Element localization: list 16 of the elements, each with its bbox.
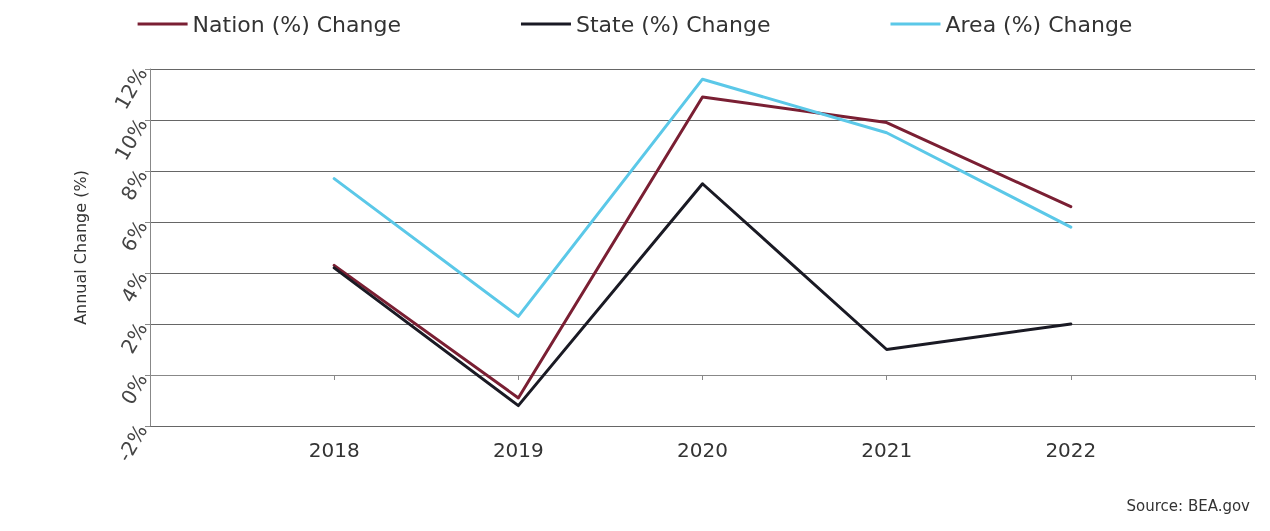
y-axis-title: Annual Change (%) xyxy=(70,170,90,325)
source-note: Source: BEA.gov xyxy=(1126,496,1251,515)
x-tick-label: 2021 xyxy=(861,438,913,462)
x-tick-label: 2018 xyxy=(308,438,360,462)
y-tick-label: 8% xyxy=(115,165,153,205)
y-tick-label: 6% xyxy=(115,216,153,256)
x-tick-label: 2022 xyxy=(1045,438,1097,462)
y-tick-label: -2% xyxy=(112,420,153,466)
y-tick-label: 4% xyxy=(115,267,153,307)
legend-label: Nation (%) Change xyxy=(192,11,401,37)
y-tick-label: 0% xyxy=(115,369,153,409)
legend-label: Area (%) Change xyxy=(945,11,1133,37)
y-tick-label: 2% xyxy=(115,318,153,358)
x-tick-label: 2020 xyxy=(677,438,728,462)
x-tick-label: 2019 xyxy=(492,438,544,462)
legend-label: State (%) Change xyxy=(575,11,771,37)
